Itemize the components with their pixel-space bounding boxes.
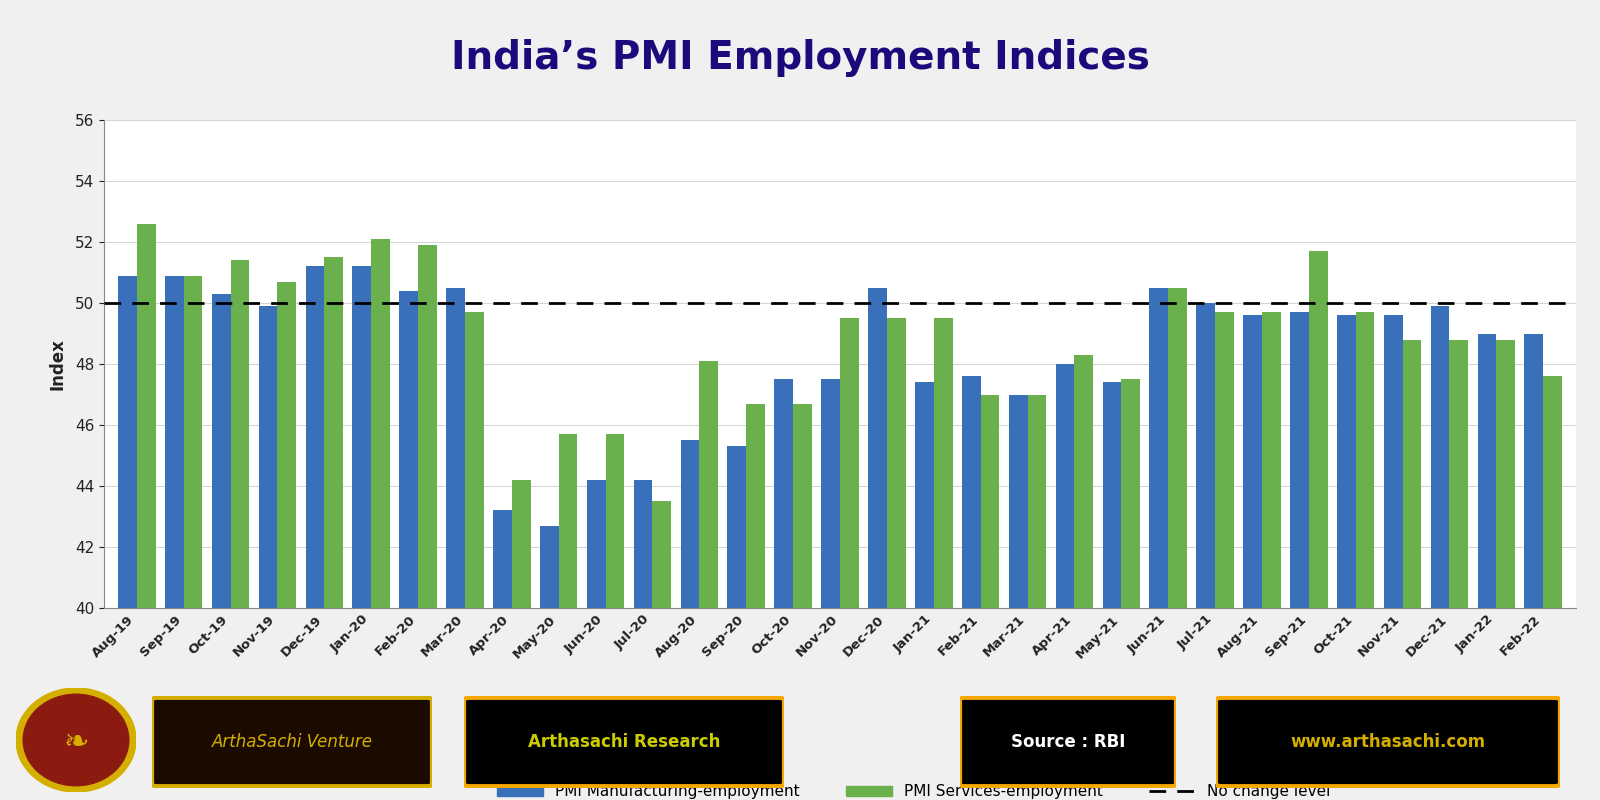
Bar bbox=[981, 394, 1000, 800]
Legend: PMI Manufacturing-employment, PMI Services-employment, No change level: PMI Manufacturing-employment, PMI Servic… bbox=[491, 778, 1336, 800]
Bar bbox=[259, 306, 277, 800]
Bar bbox=[512, 480, 531, 800]
Bar bbox=[1056, 364, 1074, 800]
Bar bbox=[1008, 394, 1027, 800]
Text: India’s PMI Employment Indices: India’s PMI Employment Indices bbox=[451, 39, 1149, 77]
Bar bbox=[1149, 288, 1168, 800]
Bar bbox=[934, 318, 952, 800]
Bar bbox=[1525, 334, 1542, 800]
Bar bbox=[1214, 312, 1234, 800]
Bar bbox=[466, 312, 483, 800]
Bar bbox=[446, 288, 466, 800]
Bar bbox=[794, 404, 811, 800]
Bar bbox=[634, 480, 653, 800]
Text: Source : RBI: Source : RBI bbox=[1011, 733, 1125, 751]
Bar bbox=[230, 260, 250, 800]
Bar bbox=[211, 294, 230, 800]
Bar bbox=[1262, 312, 1280, 800]
Bar bbox=[728, 446, 746, 800]
Bar bbox=[587, 480, 606, 800]
Bar bbox=[869, 288, 886, 800]
Bar bbox=[418, 245, 437, 800]
Bar bbox=[746, 404, 765, 800]
Bar bbox=[886, 318, 906, 800]
Bar bbox=[1430, 306, 1450, 800]
Bar bbox=[493, 510, 512, 800]
Bar bbox=[558, 434, 578, 800]
Bar bbox=[1290, 312, 1309, 800]
Text: ❧: ❧ bbox=[64, 727, 88, 757]
Bar bbox=[1542, 376, 1562, 800]
Bar bbox=[1122, 379, 1141, 800]
Bar bbox=[680, 440, 699, 800]
Bar bbox=[1450, 340, 1469, 800]
Text: ArthaSachi Venture: ArthaSachi Venture bbox=[211, 733, 373, 751]
Bar bbox=[1243, 315, 1262, 800]
Bar bbox=[1496, 340, 1515, 800]
Bar bbox=[400, 290, 418, 800]
Bar bbox=[606, 434, 624, 800]
Bar bbox=[1355, 312, 1374, 800]
Bar bbox=[1384, 315, 1403, 800]
FancyBboxPatch shape bbox=[1216, 698, 1560, 786]
Y-axis label: Index: Index bbox=[48, 338, 67, 390]
Bar bbox=[325, 258, 342, 800]
Bar bbox=[1027, 394, 1046, 800]
Ellipse shape bbox=[16, 688, 136, 792]
Bar bbox=[840, 318, 859, 800]
Bar bbox=[1403, 340, 1421, 800]
Bar bbox=[1168, 288, 1187, 800]
Text: www.arthasachi.com: www.arthasachi.com bbox=[1291, 733, 1485, 751]
FancyBboxPatch shape bbox=[152, 698, 432, 786]
Bar bbox=[184, 275, 203, 800]
FancyBboxPatch shape bbox=[960, 698, 1176, 786]
Bar bbox=[277, 282, 296, 800]
Bar bbox=[774, 379, 794, 800]
Bar bbox=[962, 376, 981, 800]
Bar bbox=[821, 379, 840, 800]
Bar bbox=[371, 239, 390, 800]
Text: Arthasachi Research: Arthasachi Research bbox=[528, 733, 720, 751]
Bar bbox=[1338, 315, 1355, 800]
Bar bbox=[138, 224, 155, 800]
FancyBboxPatch shape bbox=[464, 698, 784, 786]
Bar bbox=[1309, 251, 1328, 800]
Bar bbox=[1074, 355, 1093, 800]
Bar bbox=[539, 526, 558, 800]
Bar bbox=[1197, 303, 1214, 800]
Bar bbox=[306, 266, 325, 800]
Ellipse shape bbox=[24, 694, 128, 786]
Bar bbox=[352, 266, 371, 800]
Bar bbox=[118, 275, 138, 800]
Bar bbox=[1477, 334, 1496, 800]
Bar bbox=[653, 502, 672, 800]
Bar bbox=[165, 275, 184, 800]
Bar bbox=[915, 382, 934, 800]
Bar bbox=[1102, 382, 1122, 800]
Bar bbox=[699, 361, 718, 800]
